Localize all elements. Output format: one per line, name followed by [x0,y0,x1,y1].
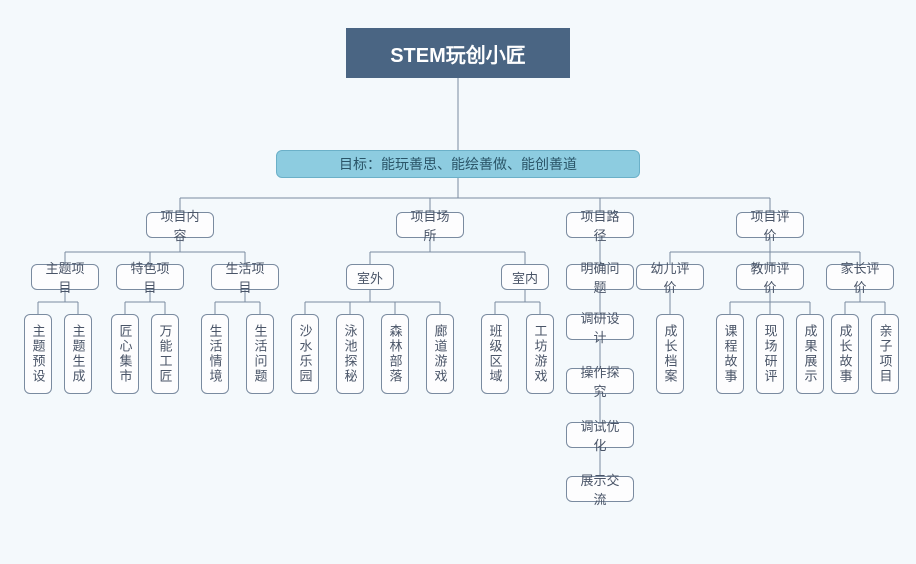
node-content: 项目内容 [146,212,214,238]
leaf-sand-water: 沙水乐园 [291,314,319,394]
node-path-operate: 操作探究 [566,368,634,394]
goal-node: 目标：能玩善思、能绘善做、能创善道 [276,150,640,178]
node-teacher-eval: 教师评价 [736,264,804,290]
leaf-growth-story: 成长故事 [831,314,859,394]
leaf-onsite-eval: 现场研评 [756,314,784,394]
leaf-growth-file: 成长档案 [656,314,684,394]
leaf-pool: 泳池探秘 [336,314,364,394]
node-special-proj: 特色项目 [116,264,184,290]
node-path-debug: 调试优化 [566,422,634,448]
leaf-course-story: 课程故事 [716,314,744,394]
leaf-parent-child: 亲子项目 [871,314,899,394]
leaf-workshop: 工坊游戏 [526,314,554,394]
node-path-show: 展示交流 [566,476,634,502]
leaf-class-area: 班级区域 [481,314,509,394]
leaf-life-scene: 生活情境 [201,314,229,394]
leaf-craft-market: 匠心集市 [111,314,139,394]
node-life-proj: 生活项目 [211,264,279,290]
node-indoor: 室内 [501,264,549,290]
leaf-corridor: 廊道游戏 [426,314,454,394]
leaf-forest: 森林部落 [381,314,409,394]
leaf-result-show: 成果展示 [796,314,824,394]
root-node: STEM玩创小匠 [346,28,570,78]
leaf-all-craftsman: 万能工匠 [151,314,179,394]
leaf-theme-gen: 主题生成 [64,314,92,394]
node-path-research: 调研设计 [566,314,634,340]
leaf-theme-preset: 主题预设 [24,314,52,394]
node-theme-proj: 主题项目 [31,264,99,290]
node-eval: 项目评价 [736,212,804,238]
leaf-life-problem: 生活问题 [246,314,274,394]
node-clarify: 明确问题 [566,264,634,290]
node-outdoor: 室外 [346,264,394,290]
node-place: 项目场所 [396,212,464,238]
node-parent-eval: 家长评价 [826,264,894,290]
node-path: 项目路径 [566,212,634,238]
node-child-eval: 幼儿评价 [636,264,704,290]
